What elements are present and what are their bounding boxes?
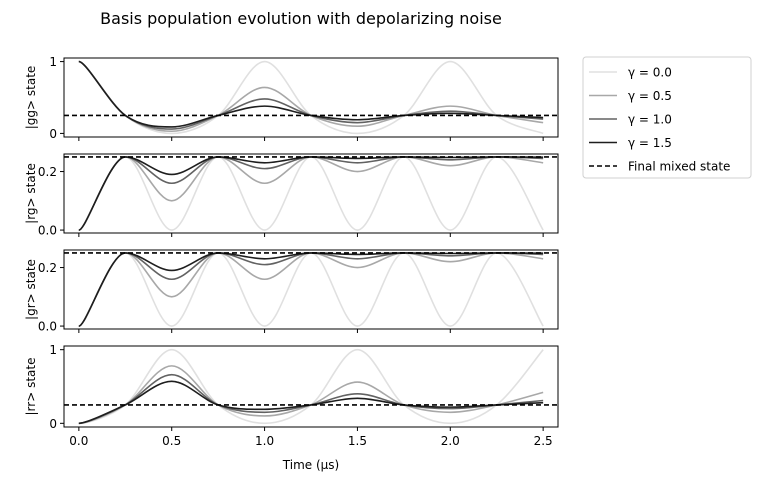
legend-label-1-5: γ = 1.5 xyxy=(628,136,672,150)
x-tick-label: 2.5 xyxy=(534,434,553,448)
subplot-rg-state: 0.0 0.2|rg> state xyxy=(24,153,559,238)
series-line-0-5-panel-4 xyxy=(78,365,544,425)
series-line-1-5-panel-1 xyxy=(78,60,544,128)
axes-frame-panel-2 xyxy=(63,153,559,234)
y-axis-label-panel-4: |rr> state xyxy=(24,358,38,416)
x-tick-label: 1.5 xyxy=(348,434,367,448)
y-tick-label: 0 xyxy=(49,417,57,431)
y-tick-label: 0 xyxy=(49,127,57,141)
series-line-1-5-panel-3 xyxy=(78,252,544,327)
legend-label-0-0: γ = 0.0 xyxy=(628,66,672,80)
axes-frame-panel-3 xyxy=(63,249,559,330)
axes-frame-panel-4 xyxy=(63,345,559,428)
y-tick-label: 1 xyxy=(49,55,57,69)
subplot-gr-state: 0.0 0.2|gr> state xyxy=(24,249,559,334)
legend-label-0-5: γ = 0.5 xyxy=(628,89,672,103)
series-line-0-0-panel-2 xyxy=(78,156,544,231)
x-axis-label: Time (μs) xyxy=(282,458,339,472)
x-tick-label: 2.0 xyxy=(441,434,460,448)
axes-frame-panel-1 xyxy=(63,57,559,138)
series-line-1-5-panel-2 xyxy=(78,156,544,231)
subplot-gg-state: 0 1 |gg> state xyxy=(24,55,559,141)
legend-label-1-0: γ = 1.0 xyxy=(628,113,672,127)
y-tick-label: 0.0 xyxy=(38,224,57,238)
series-line-0-0-panel-1 xyxy=(78,60,544,135)
y-tick-label: 0.2 xyxy=(38,261,57,275)
x-tick-label: 0.5 xyxy=(162,434,181,448)
y-axis-label-panel-2: |rg> state xyxy=(24,163,38,224)
y-tick-label: 0.0 xyxy=(38,320,57,334)
series-line-1-0-panel-1 xyxy=(78,60,544,130)
legend-label-final-mixed-state: Final mixed state xyxy=(628,160,730,174)
series-line-0-0-panel-3 xyxy=(78,252,544,327)
legend: γ = 0.0 γ = 0.5 γ = 1.0 γ = 1.5 Final mixed … xyxy=(582,56,752,179)
y-tick-label: 0.2 xyxy=(38,165,57,179)
series-line-1-5-panel-4 xyxy=(78,380,544,425)
x-tick-label: 0.0 xyxy=(69,434,88,448)
subplot-rr-state: 0 1 0.0 0.5 1.0 1.5 2.0 2.5 |rr> state xyxy=(24,343,559,448)
y-tick-label: 1 xyxy=(49,343,57,357)
legend-frame xyxy=(582,56,752,179)
y-axis-label-panel-1: |gg> state xyxy=(24,66,38,130)
figure-title: Basis population evolution with depolari… xyxy=(100,9,502,28)
y-axis-label-panel-3: |gr> state xyxy=(24,259,38,320)
x-tick-label: 1.0 xyxy=(255,434,274,448)
series-line-0-5-panel-1 xyxy=(78,60,544,133)
